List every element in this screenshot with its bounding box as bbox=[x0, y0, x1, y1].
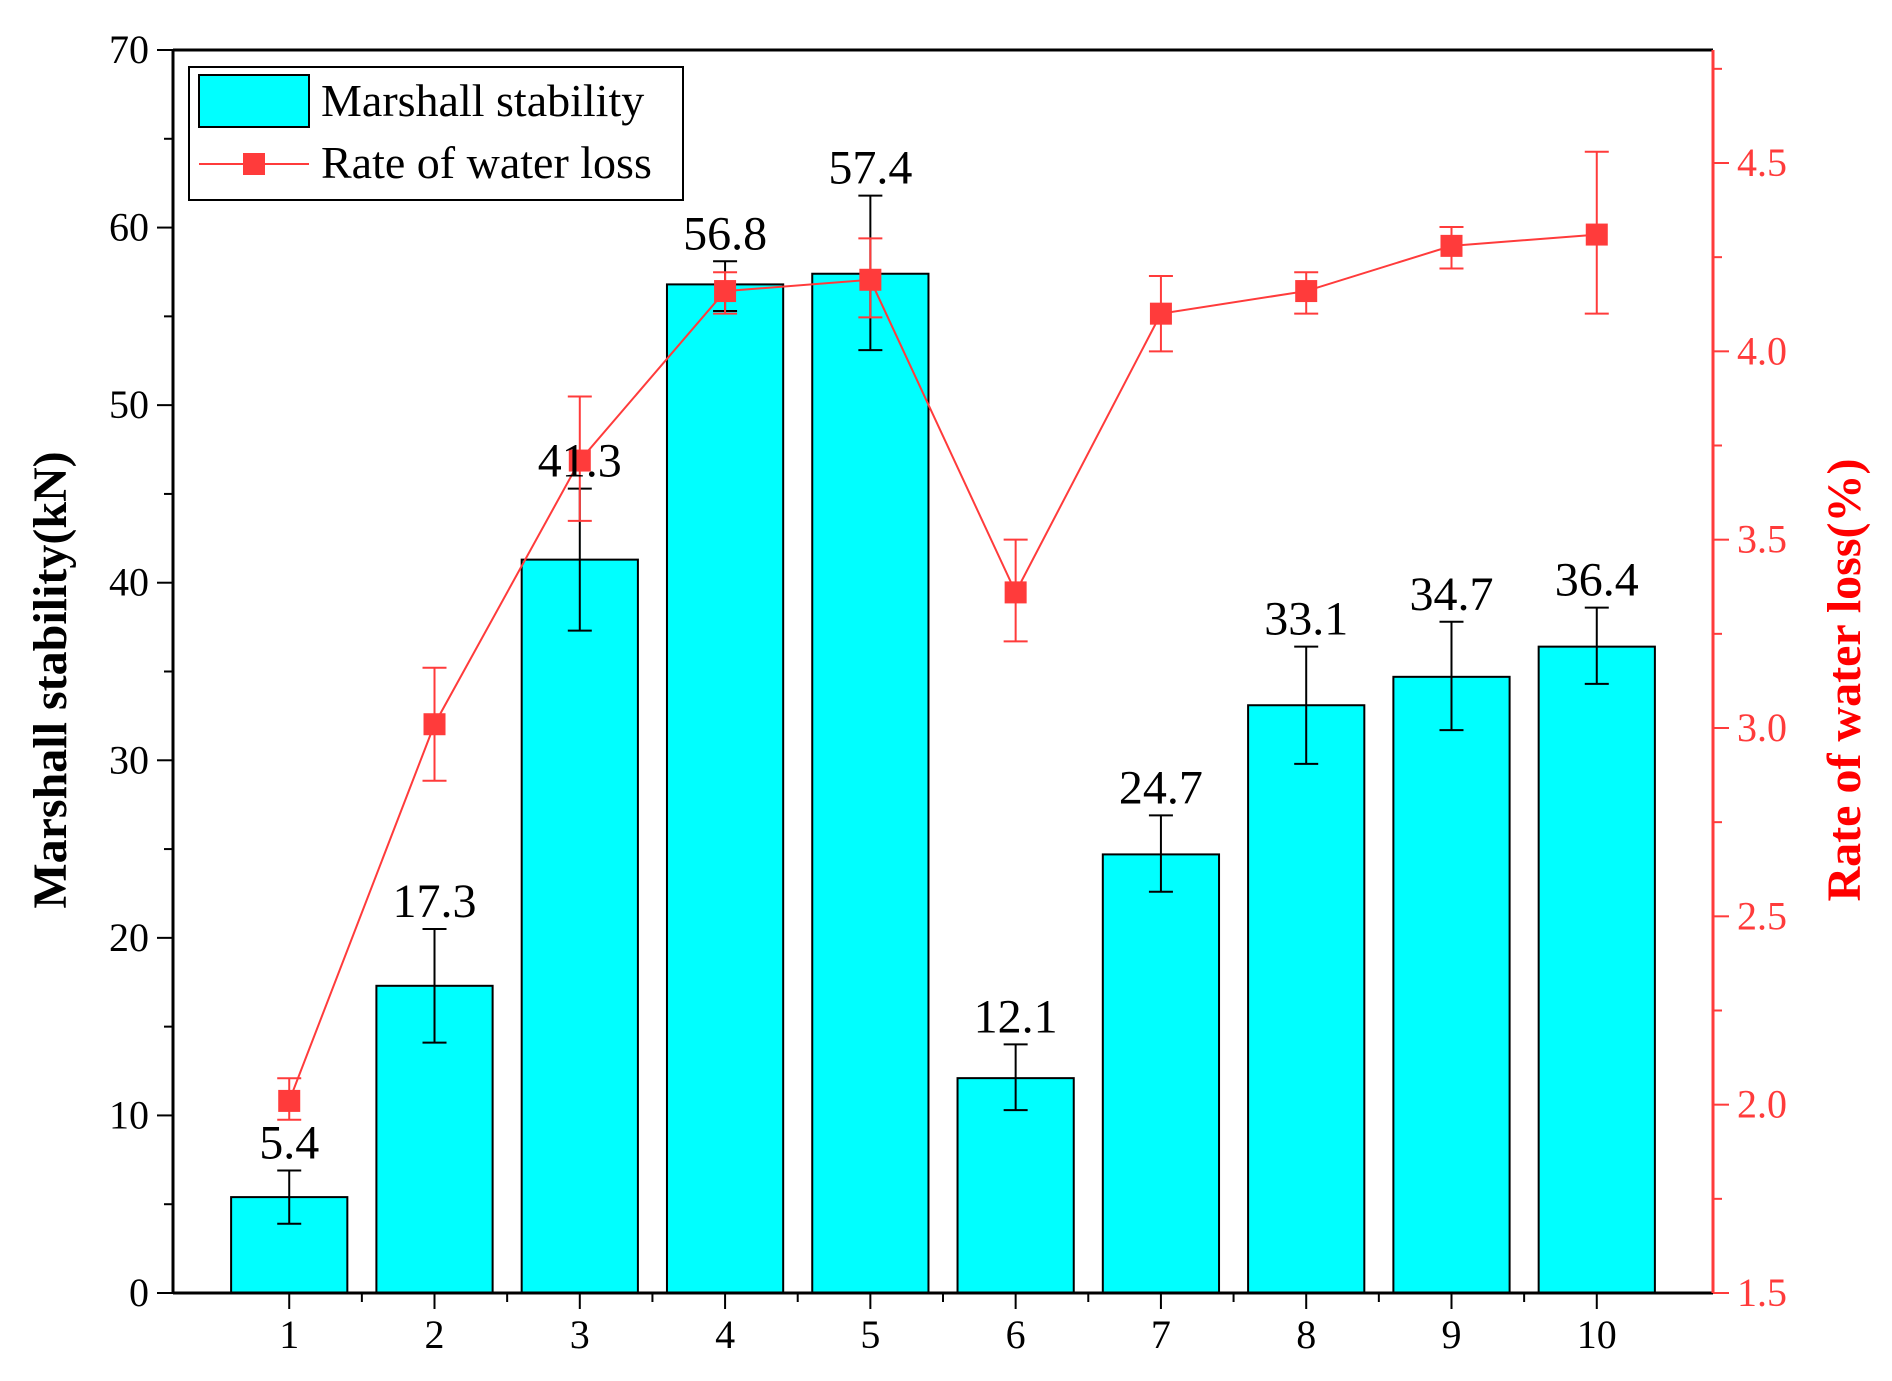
bar-value-label-5: 57.4 bbox=[828, 142, 912, 195]
y-tick-label-30: 30 bbox=[109, 737, 149, 782]
bar-value-label-2: 17.3 bbox=[393, 875, 477, 928]
bar-value-label-3: 41.3 bbox=[538, 435, 622, 488]
bar-error-9 bbox=[1439, 620, 1464, 732]
bar-value-label-10: 36.4 bbox=[1555, 554, 1639, 607]
legend-label-marshall-stability: Marshall stability bbox=[321, 75, 644, 126]
line-layer bbox=[277, 150, 1609, 1121]
water-loss-marker-10 bbox=[1585, 223, 1608, 246]
x-tick-label-2: 2 bbox=[425, 1312, 445, 1357]
bar-error-2 bbox=[422, 927, 447, 1044]
y-tick-label-70: 70 bbox=[109, 27, 149, 72]
water-loss-line bbox=[288, 233, 1597, 1102]
y-tick-label-20: 20 bbox=[109, 915, 149, 960]
x-tick-label-1: 1 bbox=[279, 1312, 299, 1357]
y-tick-label-10: 10 bbox=[109, 1092, 149, 1137]
x-tick-label-5: 5 bbox=[860, 1312, 880, 1357]
y-axis-title: Marshall stability(kN) bbox=[24, 451, 77, 908]
bar-error-8 bbox=[1294, 645, 1319, 765]
bar-4 bbox=[665, 283, 785, 1294]
bar-9 bbox=[1392, 675, 1511, 1294]
water-loss-marker-7 bbox=[1149, 302, 1172, 325]
y2-tick-label-4.0: 4.0 bbox=[1737, 328, 1787, 373]
water-loss-marker-1 bbox=[278, 1089, 301, 1112]
y2-tick-label-1.5: 1.5 bbox=[1737, 1270, 1787, 1315]
water-loss-marker-3 bbox=[568, 449, 591, 472]
legend: Marshall stability Rate of water loss bbox=[188, 66, 684, 201]
bar-error-10 bbox=[1584, 606, 1609, 685]
legend-swatch-marshall-stability bbox=[198, 74, 310, 128]
y-tick-label-60: 60 bbox=[109, 205, 149, 250]
y2-axis-title: Rate of water loss(%) bbox=[1818, 459, 1871, 902]
x-tick-label-7: 7 bbox=[1151, 1312, 1171, 1357]
bar-error-7 bbox=[1148, 814, 1173, 893]
water-loss-marker-9 bbox=[1440, 234, 1463, 257]
y2-tick-label-4.5: 4.5 bbox=[1737, 140, 1787, 185]
x-tick-label-3: 3 bbox=[570, 1312, 590, 1357]
bar-value-label-6: 12.1 bbox=[974, 990, 1058, 1043]
water-loss-marker-8 bbox=[1295, 280, 1318, 303]
x-tick-label-8: 8 bbox=[1296, 1312, 1316, 1357]
y2-tick-label-2.5: 2.5 bbox=[1737, 893, 1787, 938]
x-tick-label-9: 9 bbox=[1441, 1312, 1461, 1357]
bar-value-label-1: 5.4 bbox=[259, 1116, 319, 1169]
y2-tick-label-3.0: 3.0 bbox=[1737, 705, 1787, 750]
x-tick-label-6: 6 bbox=[1006, 1312, 1026, 1357]
bar-3 bbox=[520, 558, 639, 1294]
bar-value-label-7: 24.7 bbox=[1119, 761, 1203, 814]
labels-layer: 5.4 17.3 41.3 56.8 57.4 12.1 24.7 33.1 34.7 36.4 bbox=[259, 142, 1639, 1170]
legend-label-rate-of-water-loss: Rate of water loss bbox=[321, 137, 652, 188]
bar-value-label-9: 34.7 bbox=[1409, 568, 1493, 621]
water-loss-marker-4 bbox=[714, 280, 737, 303]
water-loss-marker-5 bbox=[859, 268, 882, 291]
legend-marker-rate-of-water-loss bbox=[243, 153, 265, 175]
y-tick-label-50: 50 bbox=[109, 382, 149, 427]
y-tick-label-40: 40 bbox=[109, 560, 149, 605]
water-loss-marker-2 bbox=[423, 713, 446, 736]
bar-10 bbox=[1537, 645, 1656, 1294]
x-tick-label-10: 10 bbox=[1577, 1312, 1617, 1357]
water-loss-marker-6 bbox=[1004, 581, 1027, 604]
y2-tick-label-3.5: 3.5 bbox=[1737, 517, 1787, 562]
bar-value-label-8: 33.1 bbox=[1264, 593, 1348, 646]
y-tick-label-0: 0 bbox=[129, 1270, 149, 1315]
bar-5 bbox=[811, 272, 930, 1294]
bars-layer bbox=[230, 272, 1656, 1295]
bar-7 bbox=[1101, 853, 1221, 1294]
bar-error-1 bbox=[277, 1169, 302, 1225]
x-tick-label-4: 4 bbox=[715, 1312, 735, 1357]
y2-tick-label-2.0: 2.0 bbox=[1737, 1082, 1787, 1127]
bar-8 bbox=[1247, 704, 1366, 1294]
bar-error-6 bbox=[1003, 1043, 1028, 1112]
bar-value-label-4: 56.8 bbox=[683, 207, 767, 260]
